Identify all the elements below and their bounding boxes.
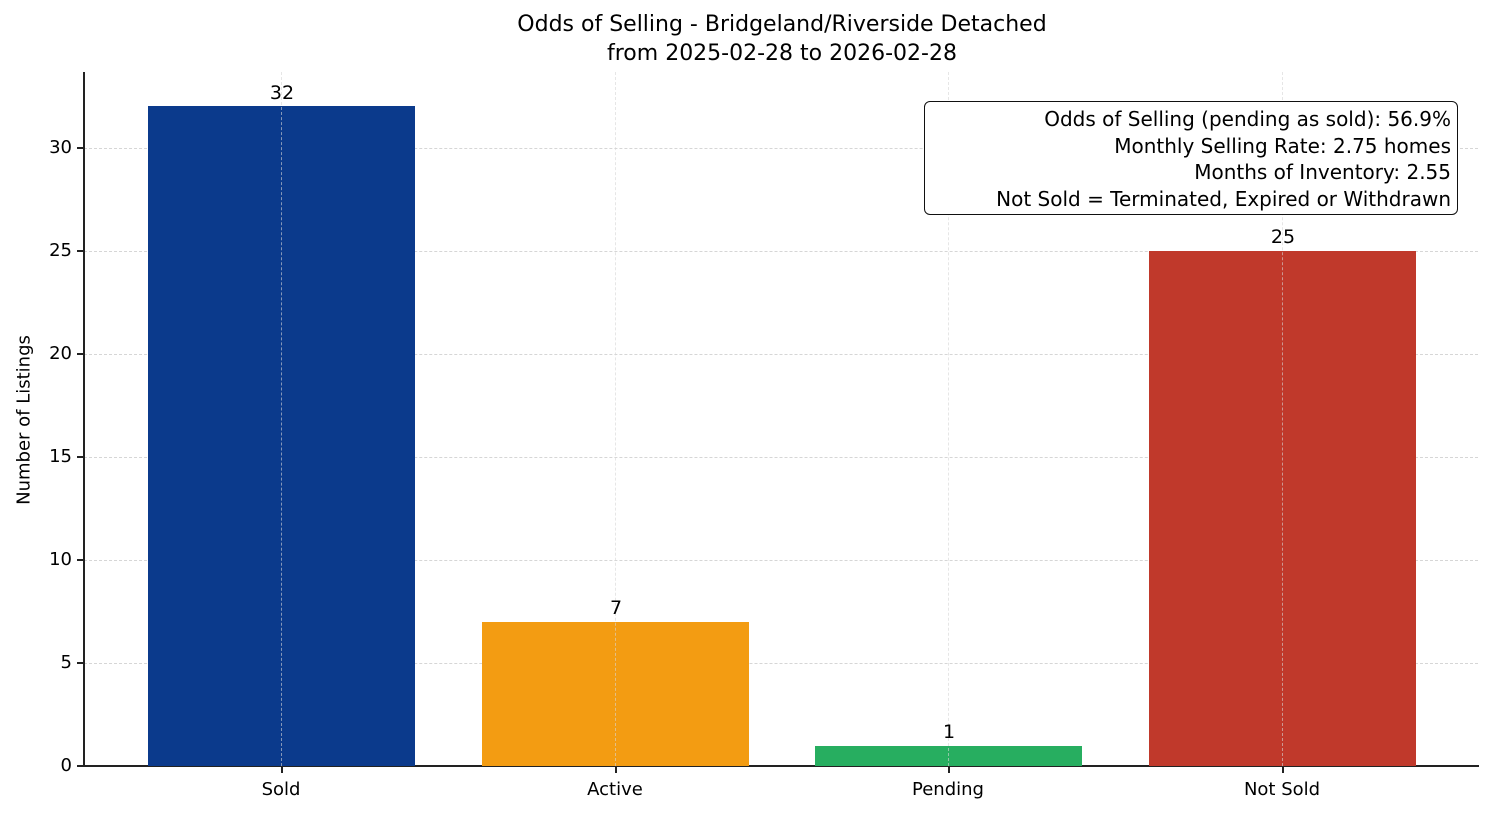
xtick-label-not-sold: Not Sold	[1243, 779, 1321, 800]
ytick-label-10: 10	[49, 549, 72, 570]
y-axis-label: Number of Listings	[13, 335, 35, 505]
ytick-label-5: 5	[60, 652, 72, 673]
chart-title: Odds of Selling - Bridgeland/Riverside D…	[0, 10, 1494, 68]
ytick-label-0: 0	[60, 755, 72, 776]
gridline-x-not-sold	[1282, 72, 1283, 766]
bar-value-label-active: 7	[609, 597, 623, 619]
monthly-selling-rate-text: Monthly Selling Rate: 2.75 homes	[1114, 133, 1451, 158]
ytick-label-25: 25	[49, 240, 72, 261]
gridline-y20	[84, 354, 1478, 355]
gridline-y15	[84, 457, 1478, 458]
gridline-x-pending	[948, 72, 949, 766]
chart-title-line1: Odds of Selling - Bridgeland/Riverside D…	[517, 12, 1047, 37]
xtick-not-sold	[1282, 767, 1284, 773]
ytick-25	[77, 250, 83, 252]
odds-of-selling-text: Odds of Selling (pending as sold): 56.9%	[1044, 107, 1451, 131]
ytick-15	[77, 456, 83, 458]
xtick-sold	[281, 767, 283, 773]
ytick-5	[77, 662, 83, 664]
ytick-label-20: 20	[49, 343, 72, 364]
not-sold-definition-text: Not Sold = Terminated, Expired or Withdr…	[996, 186, 1451, 211]
ytick-label-15: 15	[49, 446, 72, 467]
gridline-y25	[84, 251, 1478, 252]
months-of-inventory-text: Months of Inventory: 2.55	[1194, 160, 1451, 184]
x-axis-line	[83, 765, 1479, 767]
ytick-0	[77, 765, 83, 767]
ytick-20	[77, 353, 83, 355]
xtick-pending	[948, 767, 950, 773]
bar-value-label-pending: 1	[942, 721, 956, 743]
ytick-30	[77, 147, 83, 149]
gridline-x-active	[615, 72, 616, 766]
chart-subtitle: from 2025-02-28 to 2026-02-28	[607, 41, 957, 66]
xtick-active	[615, 767, 617, 773]
gridline-y5	[84, 663, 1478, 664]
bar-value-label-not-sold: 25	[1270, 226, 1296, 248]
gridline-y10	[84, 560, 1478, 561]
ytick-label-30: 30	[49, 137, 72, 158]
ytick-10	[77, 559, 83, 561]
bar-value-label-sold: 32	[269, 82, 295, 104]
xtick-label-active: Active	[587, 779, 643, 800]
y-axis-line	[83, 72, 85, 767]
gridline-x-sold	[281, 72, 282, 766]
xtick-label-sold: Sold	[261, 779, 301, 800]
xtick-label-pending: Pending	[912, 779, 984, 800]
gridline-y30	[84, 148, 1478, 149]
stats-annotation-box: Odds of Selling (pending as sold): 56.9%…	[924, 101, 1458, 215]
